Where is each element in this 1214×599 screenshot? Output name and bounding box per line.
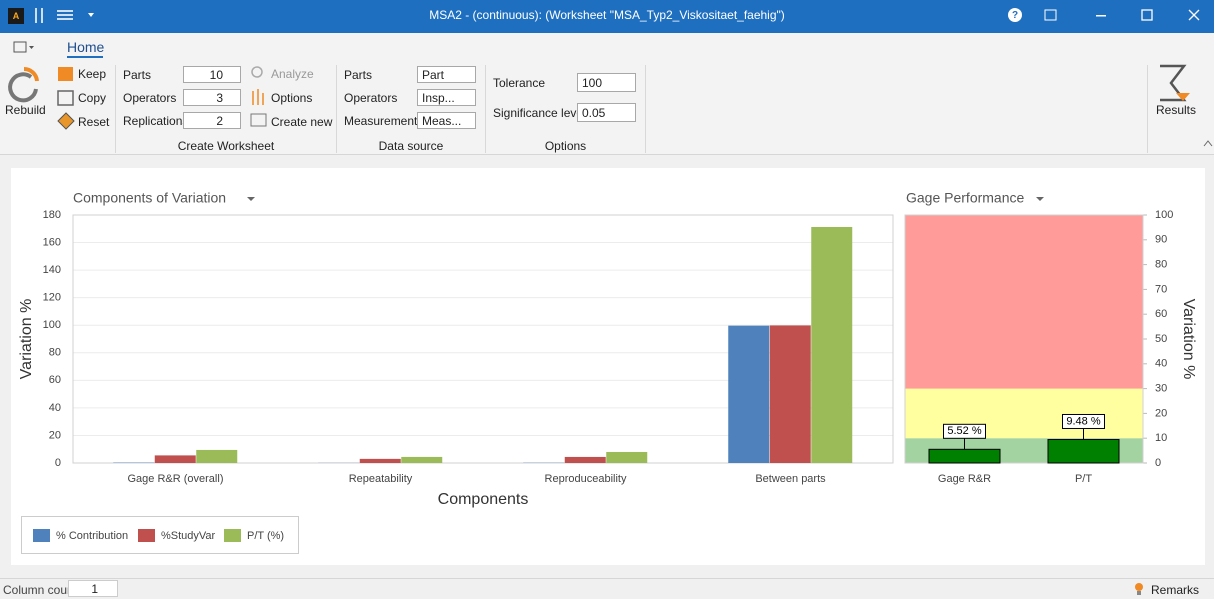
collapse-ribbon[interactable]	[1204, 141, 1212, 146]
parts-dropdown[interactable]: Part	[417, 66, 476, 83]
analyze-icon	[252, 67, 262, 77]
significance-label: Significance level	[493, 106, 586, 120]
options-button[interactable]: Options	[271, 91, 312, 105]
operators-dropdown[interactable]: Insp...	[417, 89, 476, 106]
replications-spinner[interactable]: 2	[183, 112, 241, 129]
operators-label: Operators	[344, 91, 397, 105]
operators-spinner[interactable]: 3	[183, 89, 241, 106]
create-new-icon[interactable]	[251, 114, 266, 126]
title-bar: A ? MSA2 - (continuous): (Worksheet "MSA…	[0, 0, 1214, 33]
keep-button[interactable]: Keep	[78, 67, 106, 81]
copy-icon[interactable]	[58, 91, 73, 105]
ribbon: Home Rebuild Keep Copy Reset Parts Opera…	[0, 33, 1214, 155]
tolerance-label: Tolerance	[493, 76, 545, 90]
tolerance-input[interactable]: 100	[577, 73, 636, 92]
window-title: MSA2 - (continuous): (Worksheet "MSA_Typ…	[0, 8, 1214, 22]
remarks-button[interactable]: Remarks	[1151, 583, 1199, 597]
analyze-button: Analyze	[271, 67, 314, 81]
group-label: Create Worksheet	[116, 139, 336, 153]
parts-label: Parts	[123, 68, 151, 82]
rebuild-button[interactable]: Rebuild	[5, 103, 46, 117]
column-count-spinner[interactable]: 1	[68, 580, 118, 597]
replications-label: Replications	[123, 114, 188, 128]
options-icon[interactable]	[253, 89, 263, 105]
measurements-dropdown[interactable]: Meas...	[417, 112, 476, 129]
significance-input[interactable]: 0.05	[577, 103, 636, 122]
column-count-label: Column count	[3, 583, 77, 597]
rebuild-icon[interactable]	[10, 74, 36, 100]
home-tab[interactable]: Home	[67, 40, 104, 54]
status-bar: Column count 1 Remarks	[0, 578, 1214, 599]
create-new-button[interactable]: Create new	[271, 115, 332, 129]
group-label: Data source	[337, 139, 485, 153]
separator	[645, 65, 646, 153]
file-menu-icon[interactable]	[14, 42, 26, 52]
tab-underline	[67, 56, 103, 58]
separator	[1147, 65, 1148, 153]
copy-button[interactable]: Copy	[78, 91, 106, 105]
chart-panel	[11, 168, 1205, 565]
parts-spinner[interactable]: 10	[183, 66, 241, 83]
reset-button[interactable]: Reset	[78, 115, 109, 129]
results-button[interactable]: Results	[1156, 103, 1196, 117]
reset-icon[interactable]	[58, 113, 74, 129]
parts-label: Parts	[344, 68, 372, 82]
measurements-label: Measurements	[344, 114, 423, 128]
file-menu-arrow	[29, 46, 34, 49]
keep-icon[interactable]	[58, 67, 73, 81]
group-label: Options	[486, 139, 645, 153]
remarks-icon	[1134, 582, 1144, 596]
operators-label: Operators	[123, 91, 176, 105]
